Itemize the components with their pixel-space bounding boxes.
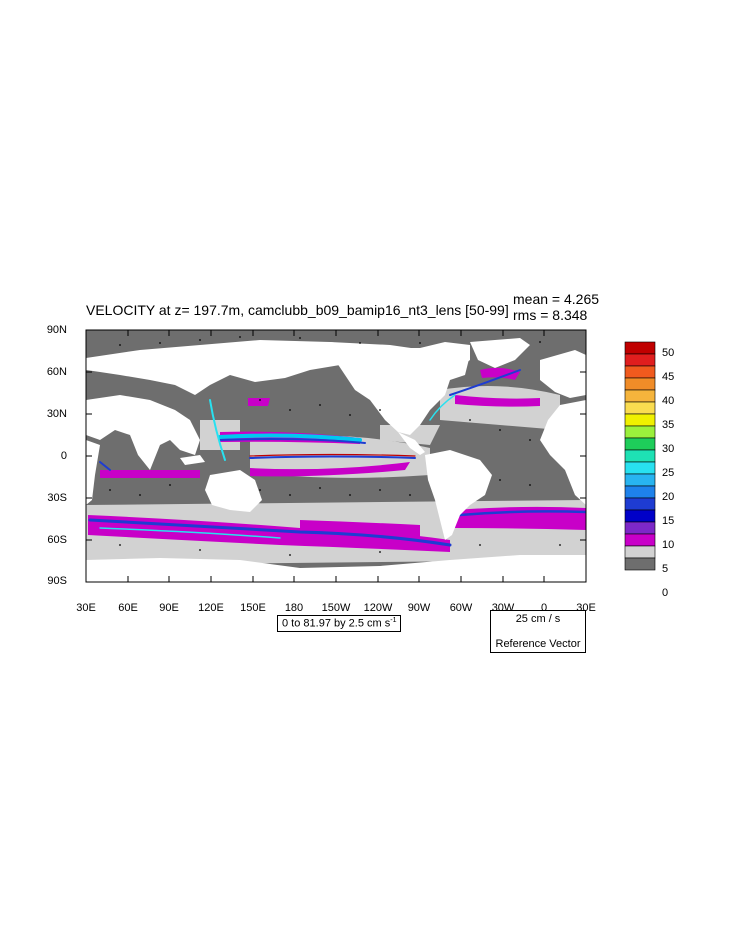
colorbar-tick-label: 30 [662,443,675,455]
colorbar-swatch [624,341,656,355]
lat-tick-label: 90S [47,575,67,587]
axis-ticks [86,329,586,582]
lat-tick-label: 30S [47,492,67,504]
lat-tick-label: 90N [46,324,67,336]
mean-value: mean = 4.265 [513,291,600,307]
colorbar-tick-label: 20 [662,491,675,503]
colorbar-swatch [624,473,656,487]
lat-tick-label: 30N [46,408,67,420]
contour-info-exponent: -1 [390,617,397,624]
reference-vector-label: Reference Vector [495,638,581,650]
lon-tick-label: 150W [321,602,351,614]
lon-tick-label: 120E [198,602,224,614]
colorbar-swatch [624,389,656,403]
lon-tick-label: 60W [449,602,473,614]
colorbar-swatch [624,497,656,511]
lon-tick-label: 30E [76,602,96,614]
velocity-vectors [109,336,561,556]
colorbar-tick-label: 40 [662,395,675,407]
lon-tick-label: 60E [118,602,138,614]
colorbar-swatch [624,545,656,559]
lon-tick-label: 90E [159,602,179,614]
contour-info-text: 0 to 81.97 by 2.5 cm s [282,617,391,630]
lat-tick-label: 60S [47,534,67,546]
colorbar-swatch [624,461,656,475]
reference-vector-box: 25 cm / s Reference Vector [490,610,586,653]
colorbar-swatch [624,353,656,367]
colorbar-tick-label: 10 [662,539,675,551]
colorbar-swatch [624,401,656,415]
colorbar-swatch [624,377,656,391]
colorbar-swatch [624,437,656,451]
lat-tick-label: 0 [60,450,67,462]
lon-tick-label: 180 [284,602,304,614]
colorbar-tick-label: 25 [662,467,675,479]
current-cores [88,369,586,547]
lon-tick-label: 90W [407,602,431,614]
lon-tick-label: 120W [363,602,393,614]
contour-info-box: 0 to 81.97 by 2.5 cm s-1 [277,615,402,632]
lon-tick-label: 0 [540,602,548,614]
colorbar-swatch [624,449,656,463]
velocity-field [86,330,586,582]
colorbar-swatch [624,521,656,535]
colorbar-tick-label: 50 [662,347,675,359]
colorbar-swatch [624,509,656,523]
reference-vector-magnitude: 25 cm / s [515,613,561,625]
colorbar-tick-label: 45 [662,371,675,383]
plot-title: VELOCITY at z= 197.7m, camclubb_b09_bami… [86,302,509,318]
colorbar-swatch [624,557,656,571]
colorbar-swatch [624,533,656,547]
lon-tick-label: 150E [240,602,266,614]
colorbar [624,341,656,571]
rms-value: rms = 8.348 [513,307,588,323]
colorbar-swatch [624,425,656,439]
colorbar-tick-label: 5 [662,563,669,575]
colorbar-swatch [624,485,656,499]
colorbar-swatch [624,365,656,379]
colorbar-tick-label: 0 [662,587,669,599]
colorbar-tick-label: 35 [662,419,675,431]
colorbar-tick-label: 15 [662,515,675,527]
lat-tick-label: 60N [46,366,67,378]
colorbar-swatch [624,413,656,427]
landmasses [86,338,586,582]
